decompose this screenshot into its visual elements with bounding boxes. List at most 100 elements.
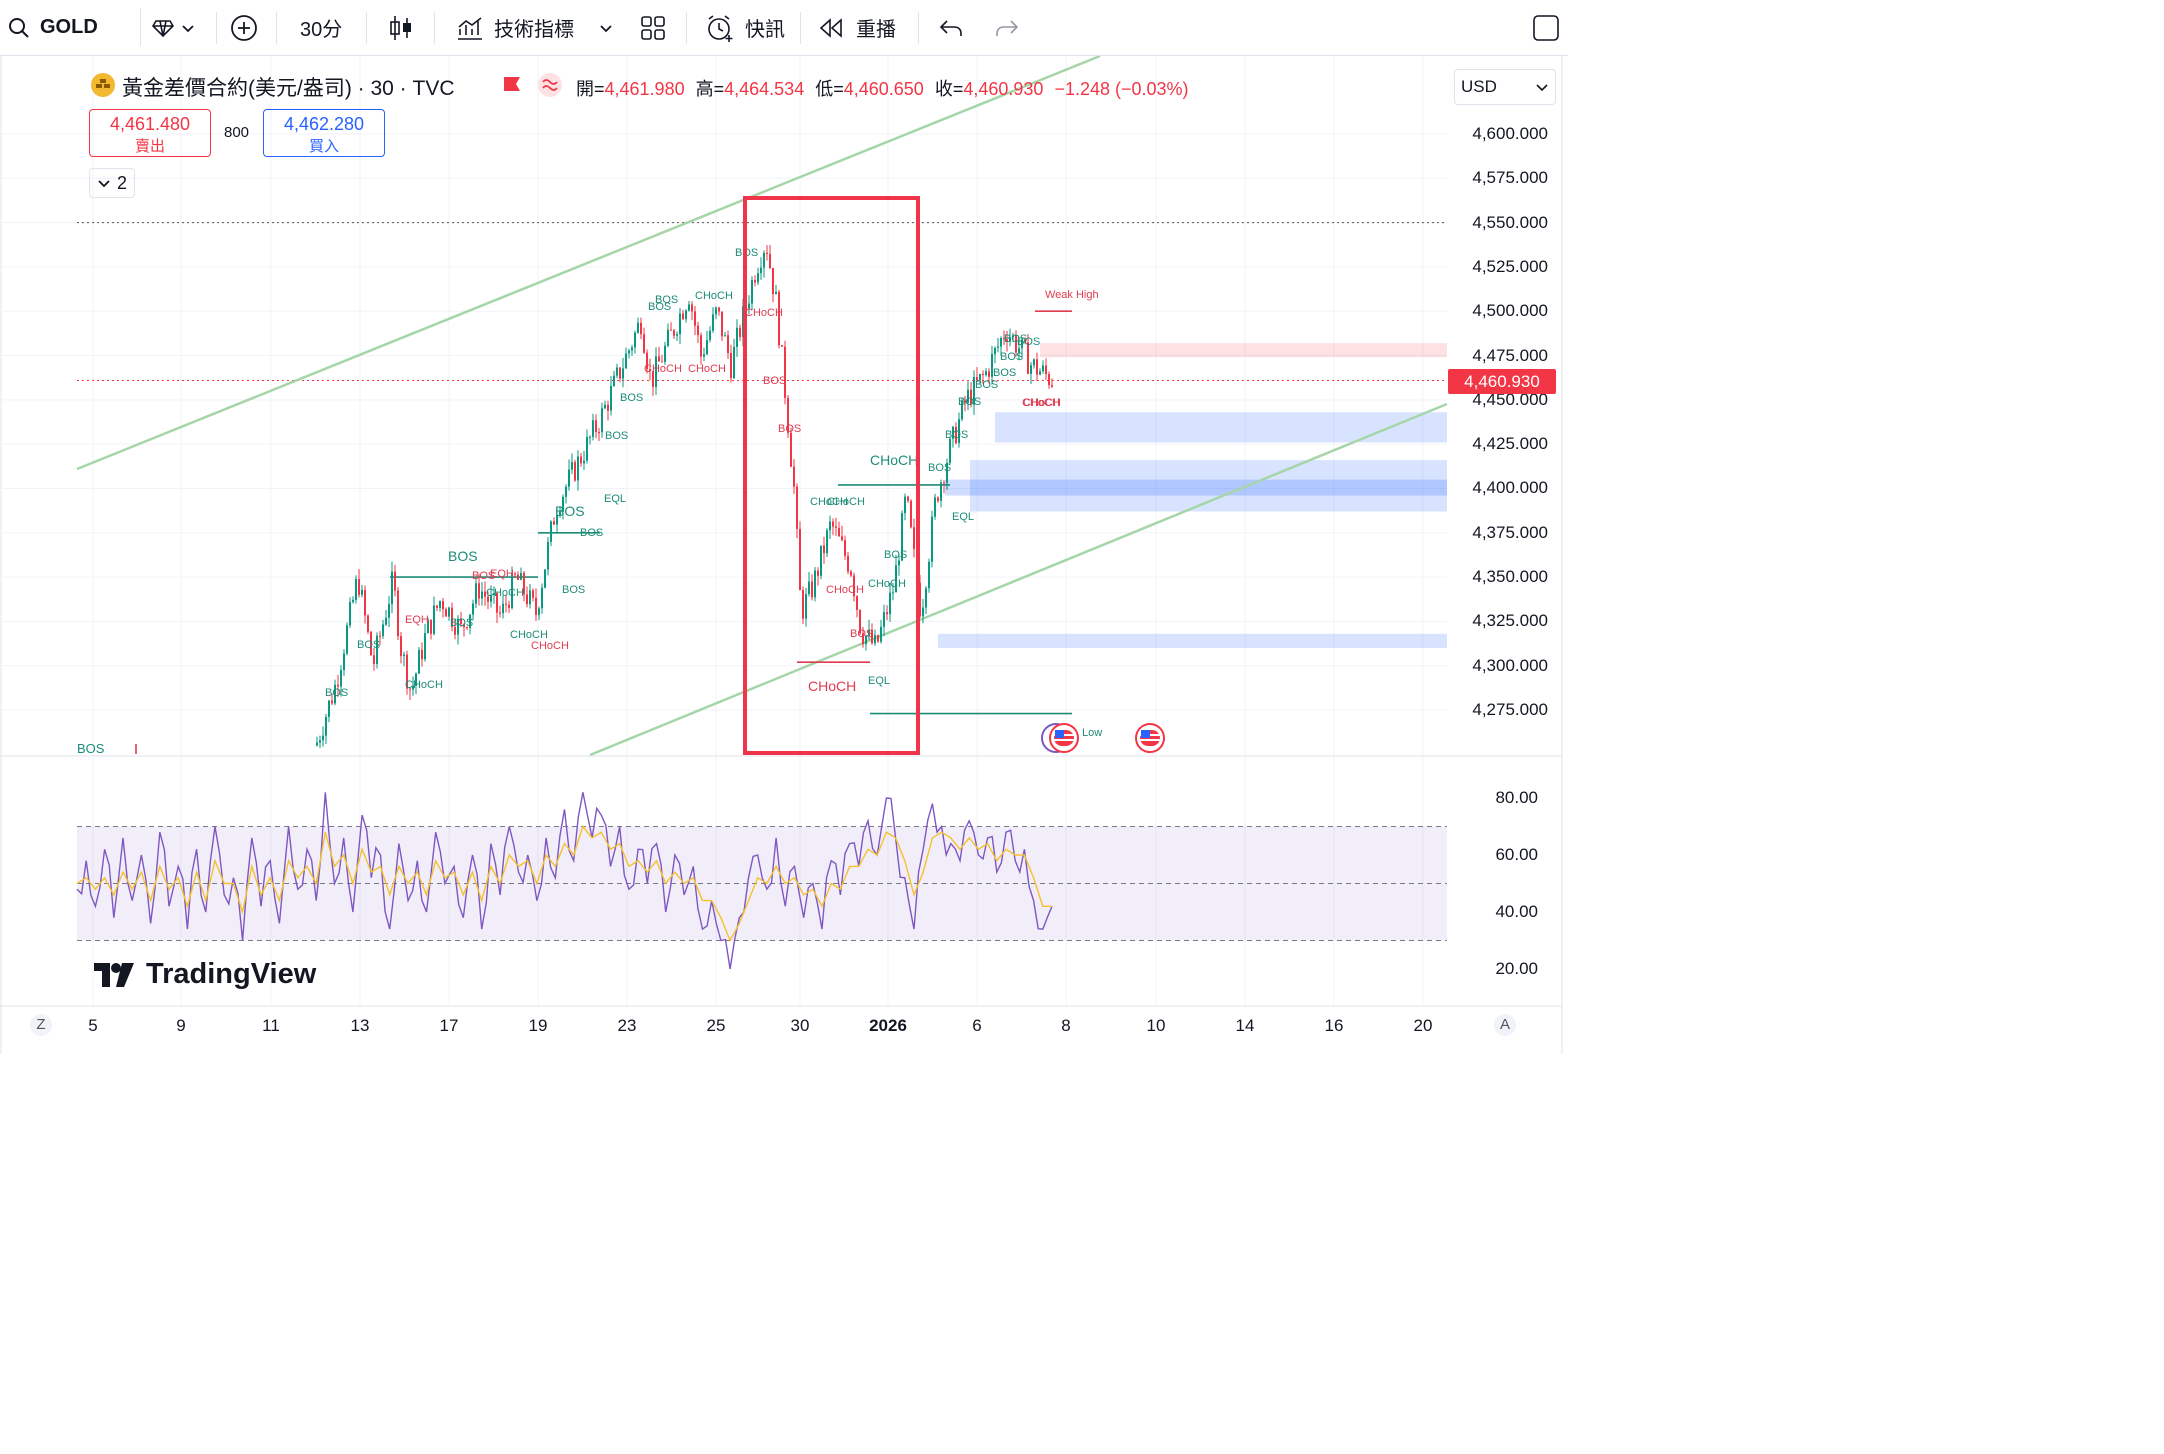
indicator-wave-icon[interactable] [536, 72, 564, 103]
candle-body [955, 426, 957, 444]
structure-label: BOS [884, 549, 907, 561]
chart-type-button[interactable] [388, 0, 414, 55]
candle-body [931, 516, 933, 562]
compare-symbol-button[interactable] [229, 0, 259, 55]
indicators-dropdown[interactable] [598, 0, 614, 55]
candle-body [688, 304, 690, 311]
candle-body [694, 311, 696, 326]
collapse-indicators-button[interactable]: 2 [89, 168, 135, 198]
rsi-tick-label: 20.00 [1495, 959, 1538, 978]
symbol-search[interactable]: GOLD [0, 8, 141, 46]
candle-body [835, 526, 837, 528]
rsi-tick-label: 60.00 [1495, 845, 1538, 864]
candle-body [598, 432, 600, 434]
candle-body [379, 635, 381, 637]
undo-button[interactable] [938, 0, 964, 55]
indicator-count: 2 [116, 172, 127, 193]
auto-scale-button[interactable]: A [1494, 1014, 1516, 1036]
candle-body [400, 636, 402, 657]
candle-body [316, 742, 318, 746]
rewind-icon [819, 17, 842, 38]
candle-body [442, 601, 444, 610]
structure-label: BOS [605, 430, 628, 442]
candle-body [943, 482, 945, 484]
toolbar-divider [366, 12, 367, 44]
candle-body [328, 700, 330, 717]
candle-body [523, 572, 525, 595]
structure-label: BOS [1004, 333, 1027, 345]
candle-body [859, 609, 861, 634]
layout-button[interactable] [640, 0, 666, 55]
candle-body [343, 653, 345, 671]
candle-body [391, 571, 393, 605]
candle-body [715, 307, 717, 315]
indicators-icon [458, 16, 482, 40]
candle-body [958, 419, 960, 444]
candle-body [649, 368, 651, 372]
candle-body [721, 311, 723, 337]
candle-body [427, 619, 429, 634]
indicators-label: 技術指標 [494, 19, 574, 41]
candle-body [409, 688, 411, 690]
rsi-pane [76, 792, 1447, 970]
chart-canvas[interactable]: BOSBOSBOSEQHBOSBOSCHoCHCHoCHEQHBOSBOSCHo… [0, 56, 1568, 1054]
replay-button[interactable]: 重播 [818, 0, 896, 55]
candle-body [547, 541, 549, 570]
candle-body [460, 618, 462, 625]
candle-body [775, 291, 777, 295]
alert-button[interactable]: 快訊 [705, 0, 785, 55]
toolbar-divider [686, 12, 687, 44]
toolbar-divider [434, 12, 435, 44]
candle-body [868, 630, 870, 636]
buy-button[interactable]: 4,462.280 買入 [263, 109, 385, 157]
chevron-down-icon [98, 180, 110, 188]
candle-body [580, 456, 582, 464]
candle-body [436, 605, 438, 608]
time-tick-label: 20 [1413, 1016, 1433, 1035]
candle-body [535, 597, 537, 615]
low-value: 4,460.650 [843, 79, 924, 99]
time-tick-label: 25 [706, 1016, 726, 1035]
candle-body [913, 527, 915, 549]
fullscreen-button[interactable] [1532, 0, 1560, 55]
candle-body [487, 596, 489, 602]
price-tick-label: 4,600.000 [1472, 124, 1548, 143]
candle-body [388, 604, 390, 618]
candle-body [940, 482, 942, 501]
structure-labels: BOSBOSBOSEQHBOSBOSCHoCHCHoCHEQHBOSBOSCHo… [77, 247, 1102, 756]
demand-zone-core [945, 479, 1447, 496]
chart-title[interactable]: 黃金差價合約(美元/盎司) · 30 · TVC [122, 77, 455, 100]
zoom-toggle-button[interactable]: Z [30, 1014, 52, 1036]
toolbar-divider [216, 12, 217, 44]
candle-body [826, 530, 828, 554]
structure-label: BOS [850, 628, 873, 640]
currency-dropdown[interactable]: USD [1454, 69, 1556, 105]
candle-body [634, 332, 636, 348]
interval-button[interactable]: 30分 [300, 19, 343, 41]
candle-body [352, 599, 354, 602]
symbol-type-dropdown[interactable] [152, 0, 196, 55]
candle-body [496, 593, 498, 613]
us-flag-event-icon[interactable] [1040, 722, 1084, 759]
buy-price: 4,462.280 [283, 114, 365, 134]
redo-button[interactable] [994, 0, 1020, 55]
candle-body [472, 603, 474, 615]
sell-button[interactable]: 4,461.480 賣出 [89, 109, 211, 157]
price-tick-label: 4,400.000 [1472, 478, 1548, 498]
diamond-icon [152, 19, 174, 37]
candle-body [493, 593, 495, 596]
rsi-tick-label: 80.00 [1495, 788, 1538, 807]
structure-label: BOS [993, 367, 1016, 379]
candle-body [757, 273, 759, 283]
us-flag-event-icon[interactable] [1134, 722, 1166, 759]
candle-body [871, 630, 873, 644]
time-tick-label: 30 [790, 1016, 810, 1035]
time-tick-label: 5 [88, 1016, 98, 1035]
symbol-name: GOLD [40, 16, 98, 38]
candle-body [847, 555, 849, 572]
candle-body [988, 371, 990, 377]
candle-body [760, 267, 762, 274]
candle-body [568, 469, 570, 487]
candle-body [904, 496, 906, 514]
indicators-button[interactable]: 技術指標 [456, 0, 574, 55]
